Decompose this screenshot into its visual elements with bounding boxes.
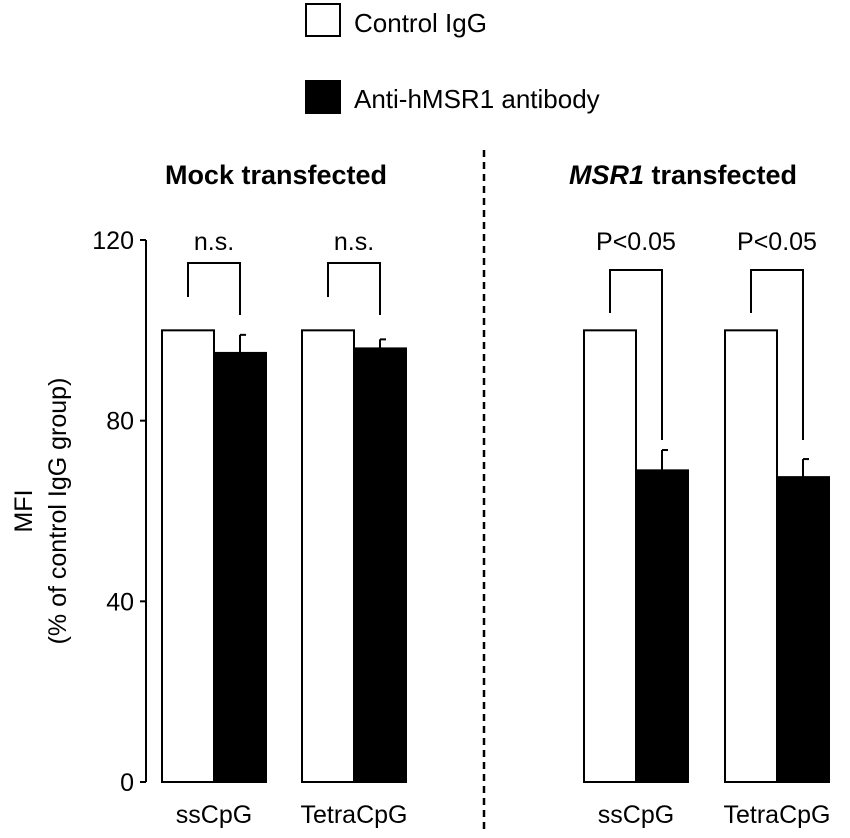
significance-bracket-0-0 <box>187 262 241 315</box>
legend: Control IgG Anti-hMSR1 antibody <box>305 3 600 114</box>
bar-0-1-1 <box>353 347 407 783</box>
y-tick-label-80: 80 <box>106 408 134 436</box>
y-tick-label-40: 40 <box>106 588 134 616</box>
significance-label-1-0: P<0.05 <box>596 228 676 256</box>
bar-1-0-1 <box>635 469 689 783</box>
legend-label-control: Control IgG <box>354 8 487 38</box>
marks: ssCpG n.s. TetraCpG n.s. ssCpG P<0.05 TetraCpG… <box>161 228 831 829</box>
bar-1-1-1 <box>776 476 830 783</box>
bar-0-0-1 <box>213 351 267 783</box>
significance-bracket-0-1 <box>327 262 381 315</box>
y-axis-label-line1: MFI <box>10 489 38 532</box>
category-label-0-0: ssCpG <box>176 801 252 829</box>
legend-swatch-control <box>305 3 341 37</box>
y-axis: 0 40 80 120 <box>92 227 147 797</box>
y-axis-label-line2: (% of control IgG group) <box>44 378 72 645</box>
panel-title-mock: Mock transfected <box>165 160 387 190</box>
bar-0-0-0 <box>161 329 215 783</box>
category-label-1-1: TetraCpG <box>724 801 831 829</box>
bar-1-0-0 <box>583 329 637 783</box>
category-label-0-1: TetraCpG <box>301 801 408 829</box>
panel-title-msr1-italic: MSR1 <box>569 160 644 190</box>
bar-1-1-0 <box>724 329 778 783</box>
category-label-1-0: ssCpG <box>598 801 674 829</box>
bar-0-1-0 <box>301 329 355 783</box>
significance-label-1-1: P<0.05 <box>737 228 817 256</box>
panel-title-mock-text: Mock transfected <box>165 160 387 190</box>
legend-label-antibody: Anti-hMSR1 antibody <box>354 84 600 114</box>
significance-bracket-1-1 <box>750 269 804 440</box>
panel-title-msr1: MSR1 transfected <box>569 160 797 190</box>
significance-label-0-0: n.s. <box>194 228 234 256</box>
panel-title-msr1-rest: transfected <box>644 160 797 190</box>
y-tick-label-120: 120 <box>92 227 134 255</box>
significance-label-0-1: n.s. <box>334 228 374 256</box>
legend-swatch-antibody <box>305 80 341 114</box>
significance-bracket-1-0 <box>609 269 663 440</box>
y-tick-label-0: 0 <box>120 769 134 797</box>
